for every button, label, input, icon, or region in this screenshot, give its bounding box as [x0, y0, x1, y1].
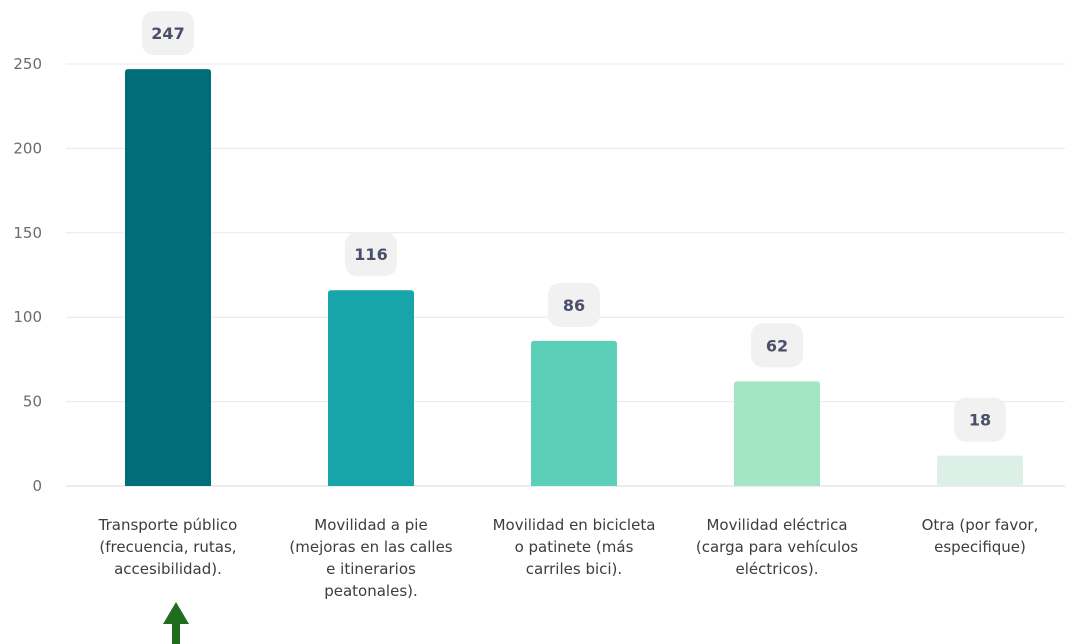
- y-tick-label: 200: [13, 139, 42, 157]
- x-tick-label-line: Movilidad a pie: [314, 516, 427, 534]
- bar: [328, 290, 414, 486]
- data-label: 116: [354, 245, 387, 264]
- data-label-badge: [548, 282, 600, 327]
- x-tick-label: Transporte público (frecuencia, rutas, acc…: [98, 516, 238, 578]
- data-label: 86: [563, 296, 585, 315]
- data-label-badge: [142, 11, 194, 56]
- annotation-layer: [163, 602, 189, 644]
- x-tick-label: Movilidad a pie (mejoras en las calles e i…: [289, 516, 452, 600]
- x-tick-label: Movilidad en bicicleta o patinete (más car…: [493, 516, 656, 578]
- data-label: 247: [151, 24, 184, 43]
- bar: [531, 340, 617, 486]
- y-tick-label: 150: [13, 224, 42, 242]
- x-tick-label-line: accesibilidad).: [114, 560, 222, 578]
- data-label-badge: [751, 323, 803, 368]
- x-tick-label-line: (carga para vehículos: [696, 538, 858, 556]
- x-tick-label-line: Movilidad eléctrica: [706, 516, 847, 534]
- y-tick-label: 50: [23, 393, 42, 411]
- x-tick-label: Movilidad eléctrica (carga para vehículos…: [696, 516, 858, 578]
- labels-layer: 247 Transporte público (frecuencia, rutas,…: [98, 11, 1039, 600]
- y-tick-label: 100: [13, 308, 42, 326]
- x-tick-label-line: Transporte público: [98, 516, 238, 534]
- annotation-arrow-head: [163, 602, 189, 624]
- x-tick-label-line: Movilidad en bicicleta: [493, 516, 656, 534]
- x-tick-label-line: carriles bici).: [526, 560, 622, 578]
- bar: [125, 69, 211, 487]
- x-tick-label-line: Otra (por favor,: [922, 516, 1039, 534]
- x-tick-label-line: (mejoras en las calles: [289, 538, 452, 556]
- data-label: 62: [766, 336, 788, 355]
- data-label-badge: [345, 232, 397, 277]
- x-tick-label-line: o patinete (más: [515, 538, 634, 556]
- x-tick-label-line: (frecuencia, rutas,: [99, 538, 236, 556]
- x-tick-label-line: e itinerarios: [326, 560, 416, 578]
- bar: [734, 381, 820, 486]
- x-tick-label-line: especifique): [934, 538, 1026, 556]
- bar: [937, 455, 1023, 486]
- data-label-badge: [954, 397, 1006, 442]
- data-label: 18: [969, 411, 991, 430]
- x-tick-label-line: eléctricos).: [736, 560, 819, 578]
- x-tick-label: Otra (por favor, especifique): [922, 516, 1039, 556]
- y-tick-label: 250: [13, 55, 42, 73]
- annotation-arrow-shaft: [172, 622, 180, 644]
- y-tick-label: 0: [32, 477, 42, 495]
- x-tick-label-line: peatonales).: [324, 582, 418, 600]
- bars-layer: [125, 69, 1023, 487]
